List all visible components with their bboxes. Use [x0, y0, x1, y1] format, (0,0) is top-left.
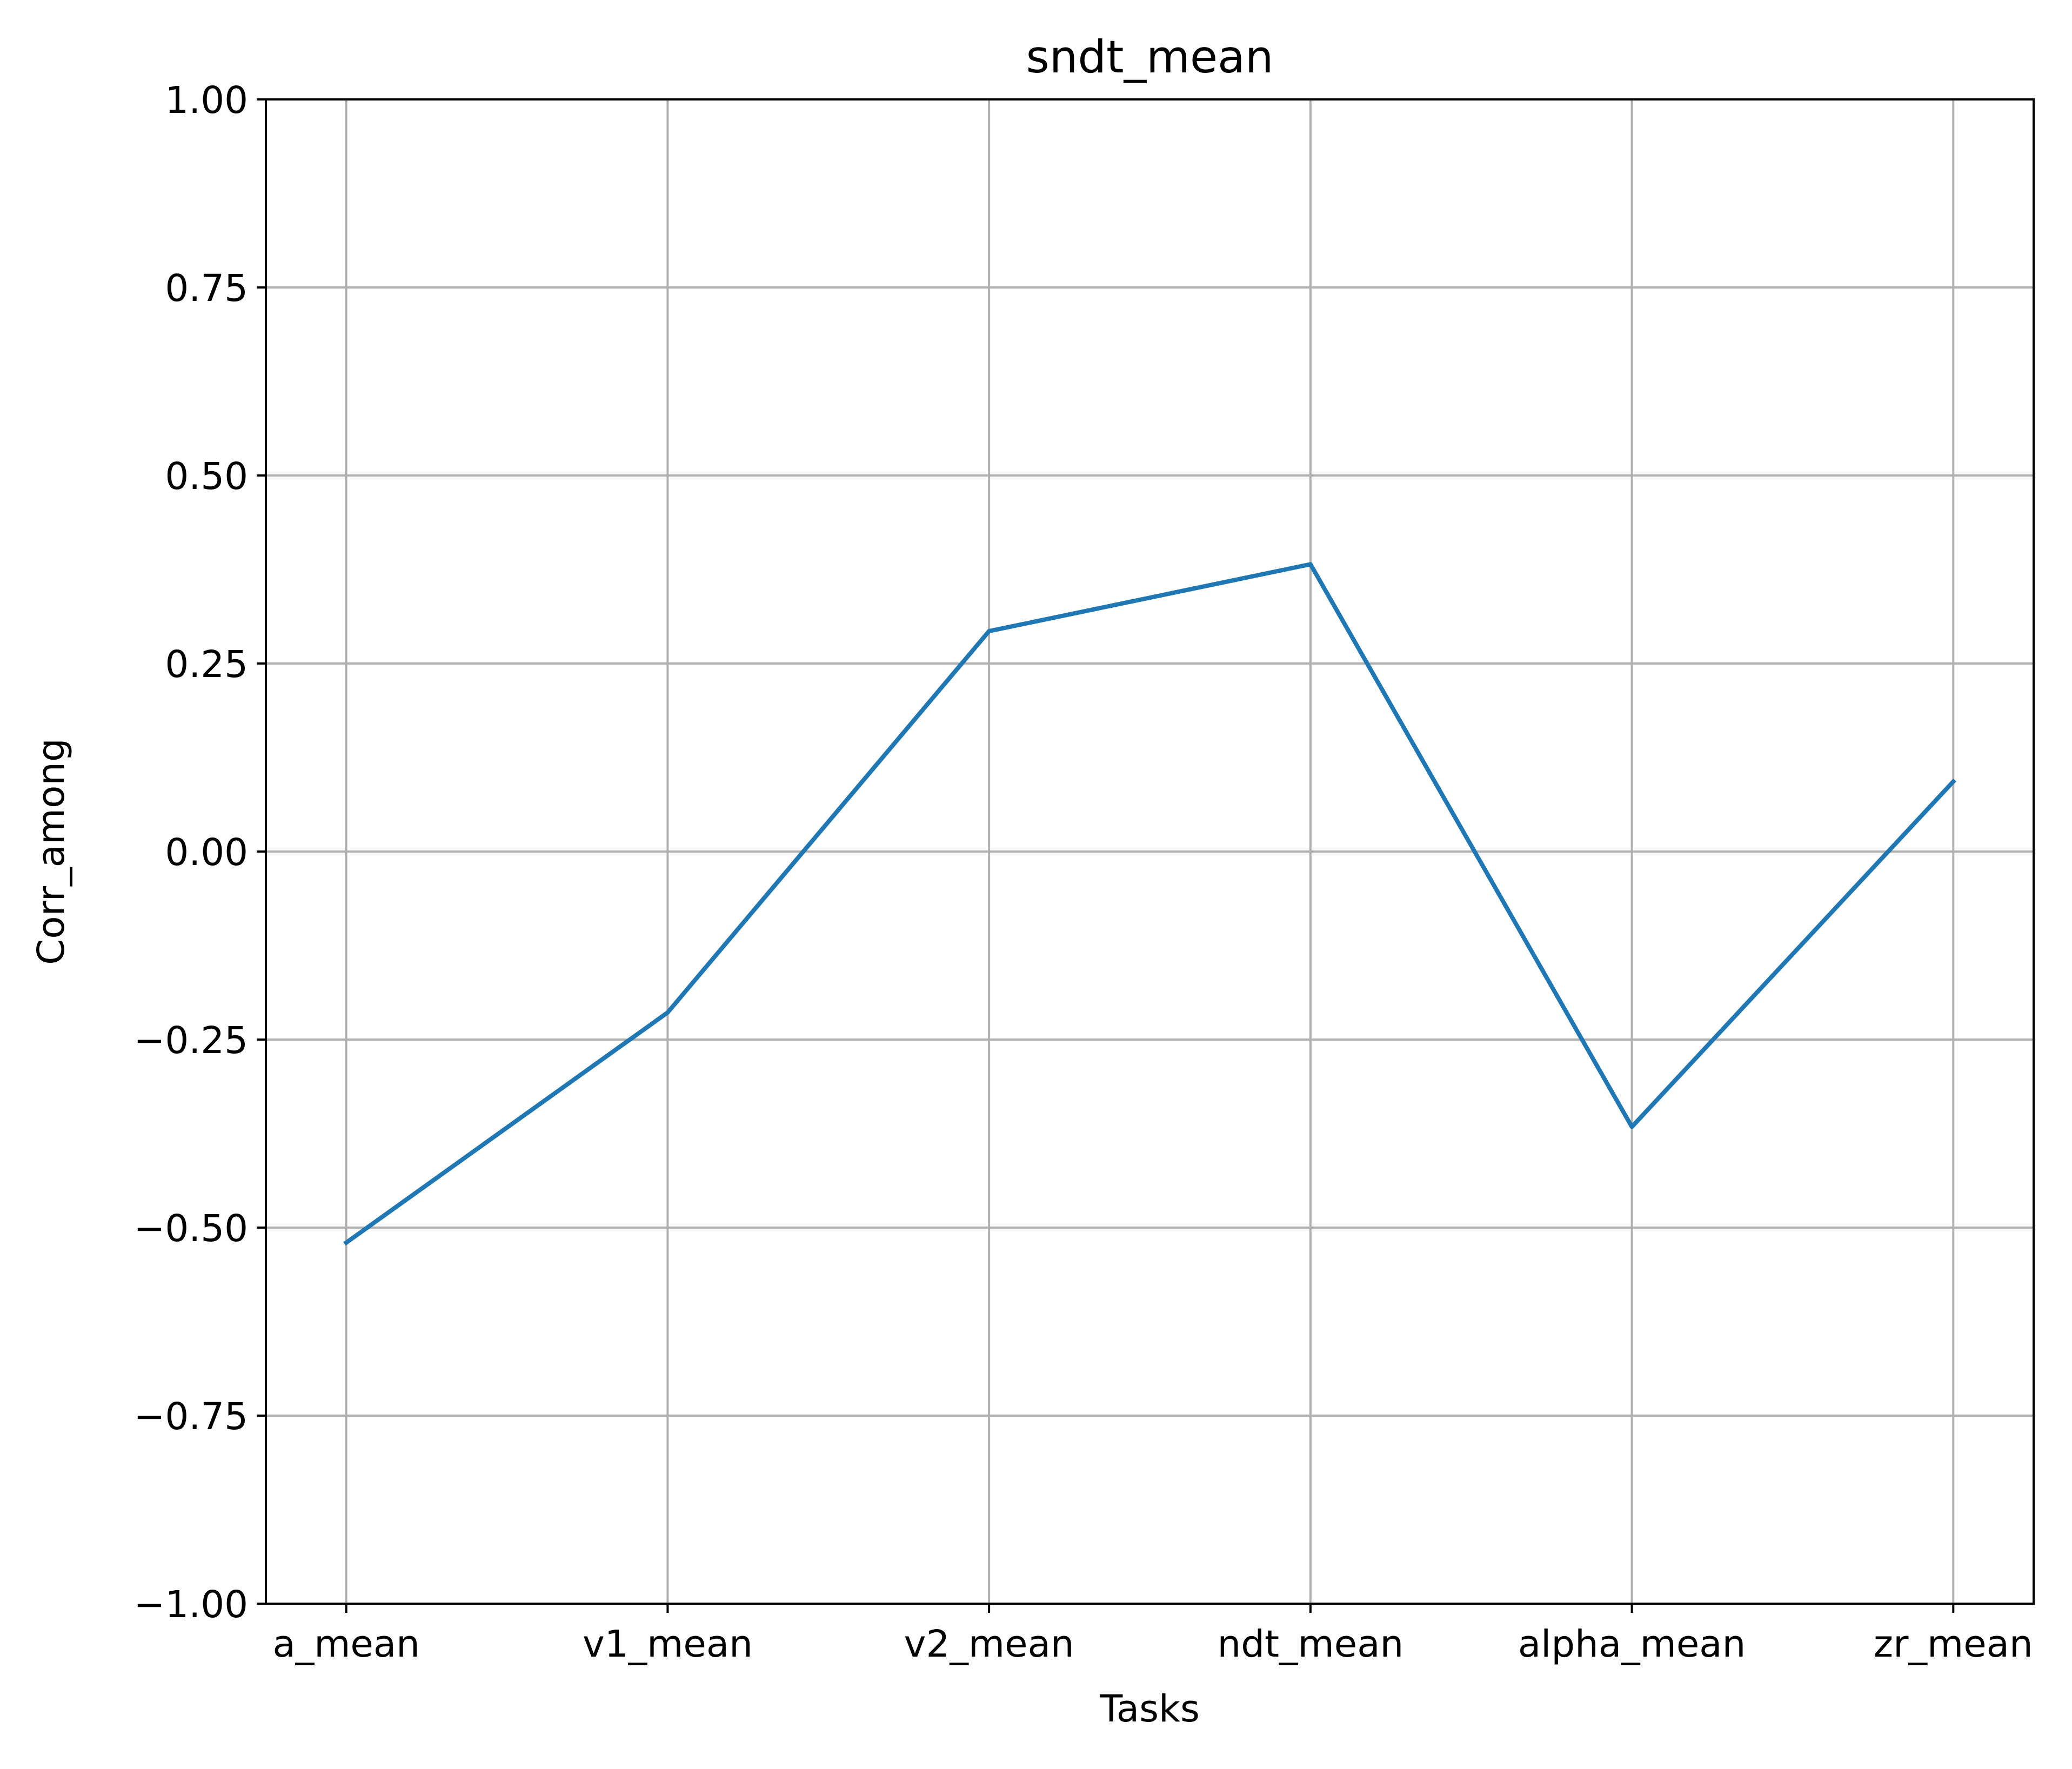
- x-tick-label: ndt_mean: [1217, 1623, 1403, 1666]
- x-tick-label: alpha_mean: [1518, 1623, 1746, 1666]
- ticks: a_mean v1_mean v2_mean ndt_mean alpha_mean zr…: [134, 79, 2033, 1666]
- grid: [266, 98, 2034, 1605]
- x-tick-label: v1_mean: [583, 1623, 753, 1666]
- series-line: [343, 562, 1956, 1246]
- x-tick-label: v2_mean: [904, 1623, 1074, 1666]
- series-layer: [343, 562, 1956, 1246]
- chart-title: sndt_mean: [1026, 31, 1274, 83]
- y-tick-label: −0.50: [134, 1207, 248, 1250]
- y-tick-label: −0.25: [134, 1019, 248, 1062]
- y-tick-label: 0.25: [165, 643, 248, 686]
- y-tick-label: 0.00: [165, 831, 248, 874]
- x-axis-label: Tasks: [1099, 1687, 1200, 1731]
- y-tick-label: −0.75: [134, 1395, 248, 1438]
- y-tick-label: 1.00: [165, 79, 248, 122]
- y-tick-label: 0.75: [165, 267, 248, 310]
- y-tick-label: −1.00: [134, 1583, 248, 1626]
- y-tick-label: 0.50: [165, 455, 248, 498]
- x-tick-label: zr_mean: [1874, 1623, 2033, 1666]
- x-tick-label: a_mean: [272, 1623, 419, 1666]
- y-axis-label: Corr_among: [30, 738, 73, 965]
